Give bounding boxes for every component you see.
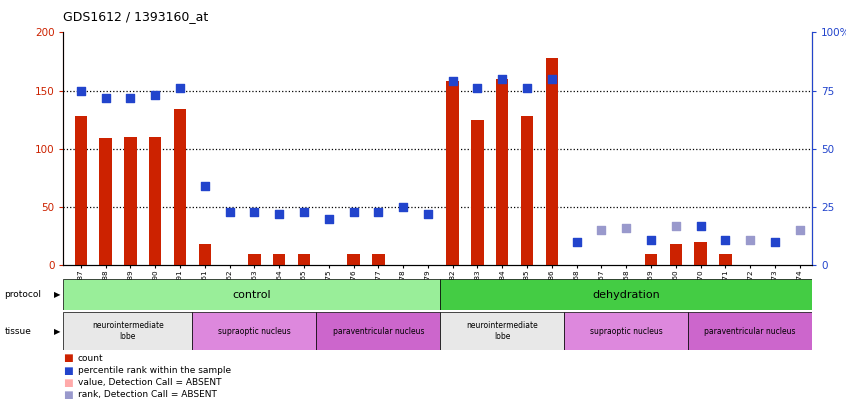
Text: ■: ■ [63,354,74,363]
Bar [316,312,440,350]
Bar [521,116,533,265]
Bar [248,254,261,265]
Point [396,204,409,210]
Text: rank, Detection Call = ABSENT: rank, Detection Call = ABSENT [78,390,217,399]
Bar [546,58,558,265]
Point [520,85,534,92]
Bar [645,254,657,265]
Bar [124,137,136,265]
Point [421,211,435,217]
Point [645,237,658,243]
Bar [447,81,459,265]
Bar [298,254,310,265]
Point [322,215,336,222]
Text: ■: ■ [63,378,74,388]
Bar [63,279,440,310]
Point [718,237,732,243]
Bar [695,242,706,265]
Point [446,78,459,85]
Text: protocol: protocol [4,290,41,299]
Point [669,222,683,229]
Point [744,237,757,243]
Point [371,209,385,215]
Point [297,209,310,215]
Point [545,76,558,82]
Text: ■: ■ [63,366,74,375]
Text: ▶: ▶ [54,326,61,336]
Bar [669,244,682,265]
Text: supraoptic nucleus: supraoptic nucleus [590,326,662,336]
Point [272,211,286,217]
Text: neurointermediate
lobe: neurointermediate lobe [466,321,538,341]
Text: tissue: tissue [4,326,31,336]
Text: paraventricular nucleus: paraventricular nucleus [705,326,796,336]
Text: value, Detection Call = ABSENT: value, Detection Call = ABSENT [78,378,222,387]
Text: supraoptic nucleus: supraoptic nucleus [218,326,291,336]
Point [496,76,509,82]
Bar [348,254,360,265]
Point [99,94,113,101]
Point [347,209,360,215]
Text: count: count [78,354,103,363]
Text: percentile rank within the sample: percentile rank within the sample [78,366,231,375]
Text: neurointermediate
lobe: neurointermediate lobe [92,321,164,341]
Point [198,183,212,190]
Text: ▶: ▶ [54,290,61,299]
Point [173,85,187,92]
Text: control: control [233,290,272,300]
Text: dehydration: dehydration [592,290,660,300]
Bar [63,312,192,350]
Bar [273,254,285,265]
Point [570,239,584,245]
Bar [192,312,316,350]
Point [248,209,261,215]
Text: paraventricular nucleus: paraventricular nucleus [332,326,424,336]
Bar [199,244,211,265]
Bar [149,137,162,265]
Point [222,209,236,215]
Point [595,227,608,234]
Text: GDS1612 / 1393160_at: GDS1612 / 1393160_at [63,10,209,23]
Point [74,87,88,94]
Bar [99,139,112,265]
Bar [564,312,688,350]
Bar [496,79,508,265]
Point [619,225,633,231]
Bar [372,254,384,265]
Bar [74,116,87,265]
Bar [719,254,732,265]
Point [148,92,162,98]
Bar [471,120,484,265]
Bar [688,312,812,350]
Point [124,94,137,101]
Point [694,222,707,229]
Point [793,227,806,234]
Text: ■: ■ [63,390,74,400]
Point [768,239,782,245]
Point [470,85,484,92]
Bar [440,312,564,350]
Bar [173,109,186,265]
Bar [440,279,812,310]
